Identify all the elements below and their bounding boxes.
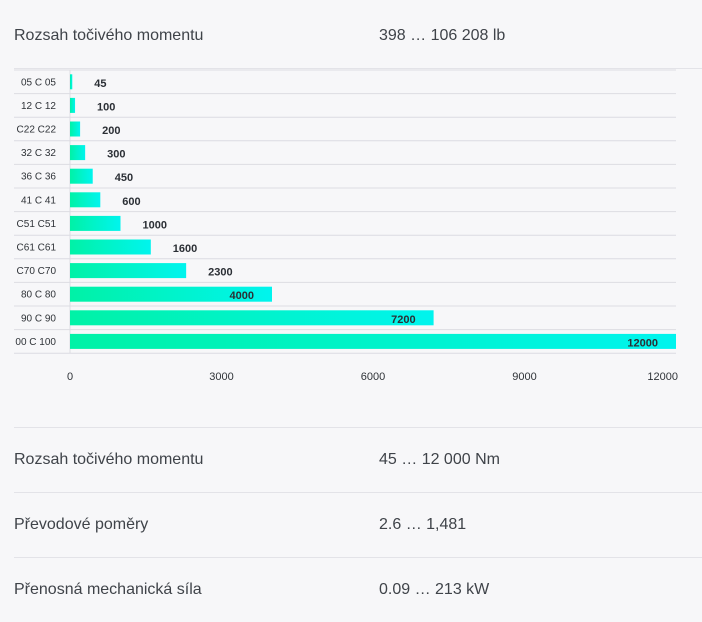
spec-label: Převodové poměry (14, 516, 149, 533)
x-tick-label: 0 (67, 371, 73, 383)
category-label: C51 C51 (17, 219, 57, 230)
value-label: 200 (102, 125, 120, 137)
divider (14, 557, 702, 558)
category-label: 12 C 12 (21, 101, 56, 112)
value-label: 450 (115, 172, 133, 184)
bar (70, 168, 93, 184)
value-label: 45 (94, 78, 106, 90)
category-label: 05 C 05 (21, 77, 56, 88)
bar (70, 286, 272, 302)
bar (70, 239, 151, 255)
value-label: 12000 (627, 337, 658, 349)
spec-row-gear-ratios: Převodové poměry 2.6 … 1,481 (14, 493, 702, 557)
spec-row-torque-lb: Rozsah točivého momentu 398 … 106 208 lb (14, 4, 702, 68)
bar (70, 97, 76, 113)
bar (70, 215, 121, 231)
category-label: C22 C22 (17, 125, 57, 136)
bar (70, 121, 81, 137)
value-label: 300 (107, 149, 125, 161)
bar (70, 74, 73, 90)
spec-row-power: Přenosná mechanická síla 0.09 … 213 kW (14, 558, 702, 622)
x-tick-label: 6000 (361, 371, 385, 383)
spec-value: 0.09 … 213 kW (379, 581, 490, 598)
bar (70, 263, 187, 279)
value-label: 1000 (143, 219, 167, 231)
torque-bar-chart: 05 C 05 45 12 C 12 100 C22 C22 200 32 C 32 300 3… (0, 68, 702, 388)
category-label: 36 C 36 (21, 172, 56, 183)
value-label: 4000 (230, 290, 254, 302)
category-label: C61 C61 (17, 243, 57, 254)
spec-label: Rozsah točivého momentu (14, 451, 204, 468)
value-label: 7200 (391, 314, 415, 326)
category-label: C70 C70 (17, 266, 57, 277)
value-label: 2300 (208, 267, 232, 279)
category-label: 80 C 80 (21, 290, 56, 301)
spec-value: 45 … 12 000 Nm (379, 451, 500, 468)
spec-label: Přenosná mechanická síla (14, 581, 202, 598)
chart-svg: 05 C 05 45 12 C 12 100 C22 C22 200 32 C 32 300 3… (14, 69, 678, 383)
spec-value: 2.6 … 1,481 (379, 516, 467, 533)
category-label: 90 C 90 (21, 313, 56, 324)
bar (70, 145, 86, 161)
spec-value: 398 … 106 208 lb (379, 27, 506, 44)
bar (70, 310, 434, 326)
divider (14, 68, 702, 69)
category-label: 32 C 32 (21, 148, 56, 159)
category-label: 41 C 41 (21, 195, 56, 206)
value-label: 100 (97, 101, 115, 113)
value-label: 1600 (173, 243, 197, 255)
x-tick-label: 3000 (209, 371, 233, 383)
divider (14, 427, 702, 428)
spec-row-torque-nm: Rozsah točivého momentu 45 … 12 000 Nm (14, 428, 702, 492)
x-tick-label: 9000 (512, 371, 536, 383)
divider (14, 492, 702, 493)
x-tick-label: 12000 (647, 371, 678, 383)
bar (70, 192, 101, 208)
category-label: 00 C 100 (15, 337, 56, 348)
value-label: 600 (122, 196, 140, 208)
bar (70, 333, 676, 349)
spec-label: Rozsah točivého momentu (14, 27, 204, 44)
